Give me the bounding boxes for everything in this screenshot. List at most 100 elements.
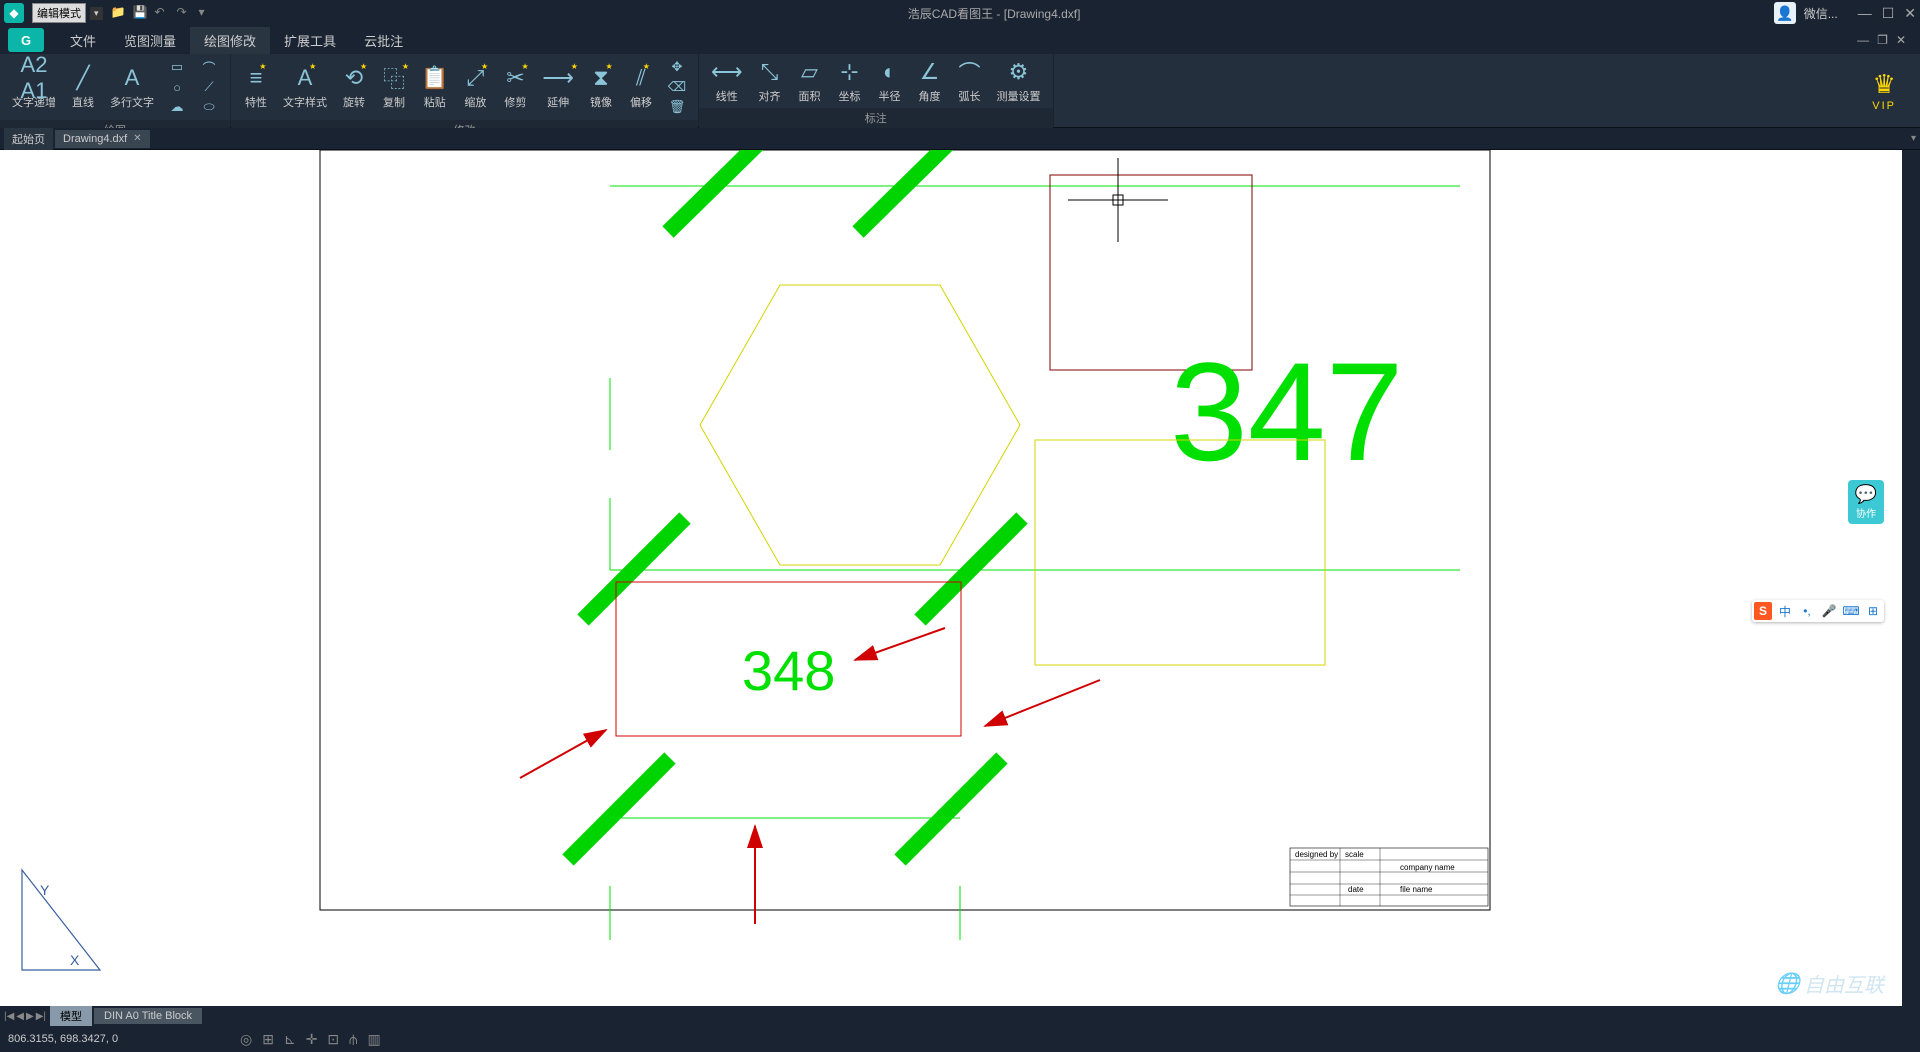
tab-overflow-icon[interactable]: ▾ [1911, 133, 1916, 144]
menu-file[interactable]: 文件 [56, 27, 110, 54]
ime-toolbar[interactable]: S 中 •, 🎤 ⌨ ⊞ [1752, 600, 1884, 622]
close-button[interactable]: ✕ [1904, 5, 1916, 22]
tab-drawing[interactable]: Drawing4.dxf✕ [55, 130, 150, 148]
arc-icon[interactable]: ⌒ [198, 58, 220, 76]
vip-badge[interactable]: ♛ VIP [1848, 54, 1920, 127]
big-number: 347 [1170, 333, 1404, 490]
dim-radius-icon: ◐ [883, 58, 896, 86]
qat-dropdown-icon[interactable]: ▾ [199, 5, 215, 21]
textstyle-button[interactable]: A★文字样式 [277, 56, 333, 118]
ime-sogou-icon[interactable]: S [1754, 602, 1772, 620]
mdi-close-icon[interactable]: ✕ [1896, 33, 1906, 47]
maximize-button[interactable]: ☐ [1882, 5, 1895, 22]
svg-text:date: date [1348, 885, 1364, 894]
collaboration-button[interactable]: 💬 协作 [1848, 480, 1884, 524]
trim-button[interactable]: ✂★修剪 [496, 56, 534, 118]
tab-close-icon[interactable]: ✕ [133, 133, 141, 144]
ribbon: A2A1文字递增 ╱直线 A多行文字 ▭ ○ ☁ ⌒ ⟋ ⬭ 绘图 ≡★特性 A… [0, 54, 1920, 128]
nav-prev-icon[interactable]: ◀ [16, 1011, 24, 1022]
status-lwt-icon[interactable]: ▥ [367, 1031, 380, 1048]
delete-icon[interactable]: 🗑 [666, 98, 688, 116]
status-track-icon[interactable]: ⫛ [349, 1031, 357, 1048]
polyline-icon[interactable]: ⟋ [198, 78, 220, 96]
vertical-scrollbar[interactable] [1902, 150, 1920, 1006]
measure-settings-button[interactable]: ⚙测量设置 [991, 56, 1047, 106]
status-ortho-icon[interactable]: ⊾ [284, 1031, 296, 1048]
text-increment-button[interactable]: A2A1文字递增 [6, 56, 62, 118]
drawing-viewport[interactable]: 347 348 designed by scale comp [0, 150, 1902, 1006]
erase-icon[interactable]: ⌫ [666, 78, 688, 96]
tab-model[interactable]: 模型 [50, 1006, 92, 1026]
arrow-left [520, 730, 606, 778]
scale-button[interactable]: ⤢★缩放 [456, 56, 494, 118]
qat-redo-icon[interactable]: ↷ [177, 5, 193, 21]
cloud-icon[interactable]: ☁ [166, 98, 188, 116]
rotate-icon: ⟲★ [345, 64, 363, 92]
dim-area-button[interactable]: ▱面积 [791, 56, 829, 106]
offset-button[interactable]: ⫽★偏移 [622, 56, 660, 118]
crown-icon: ♛ [1872, 69, 1895, 100]
svg-text:designed by: designed by [1295, 850, 1338, 859]
dim-coord-button[interactable]: ⊹坐标 [831, 56, 869, 106]
rectangle-icon[interactable]: ▭ [166, 58, 188, 76]
ribbon-group-draw: A2A1文字递增 ╱直线 A多行文字 ▭ ○ ☁ ⌒ ⟋ ⬭ 绘图 [0, 54, 231, 127]
vip-label: VIP [1872, 100, 1896, 112]
menu-edit[interactable]: 绘图修改 [190, 27, 270, 54]
ribbon-group-dim: ⟷线性 ⤡对齐 ▱面积 ⊹坐标 ◐半径 ∠角度 ⌒弧长 ⚙测量设置 标注 [699, 54, 1054, 127]
dim-linear-button[interactable]: ⟷线性 [705, 56, 749, 106]
mdi-minimize-icon[interactable]: — [1857, 33, 1869, 47]
mirror-button[interactable]: ⧗★镜像 [582, 56, 620, 118]
qat-open-icon[interactable]: 📁 [111, 5, 127, 21]
arrow-upper-right [855, 628, 945, 660]
mdi-restore-icon[interactable]: ❐ [1877, 33, 1888, 47]
paste-icon: 📋 [421, 64, 448, 92]
paste-button[interactable]: 📋粘贴 [415, 56, 454, 118]
tab-layout[interactable]: DIN A0 Title Block [94, 1008, 202, 1024]
dim-aligned-button[interactable]: ⤡对齐 [751, 56, 789, 106]
status-osnap-icon[interactable]: ⊡ [327, 1031, 339, 1048]
status-grid-icon[interactable]: ⊞ [262, 1031, 274, 1048]
arrow-right [985, 680, 1100, 726]
qat-undo-icon[interactable]: ↶ [155, 5, 171, 21]
status-polar-icon[interactable]: ✛ [306, 1031, 318, 1048]
properties-button[interactable]: ≡★特性 [237, 56, 275, 118]
dim-linear-icon: ⟷ [711, 58, 743, 86]
mtext-icon: A [125, 64, 140, 92]
qat-save-icon[interactable]: 💾 [133, 5, 149, 21]
ime-lang-icon[interactable]: 中 [1776, 602, 1794, 620]
menu-ext[interactable]: 扩展工具 [270, 27, 350, 54]
line-button[interactable]: ╱直线 [64, 56, 102, 118]
nav-last-icon[interactable]: ▶| [36, 1011, 46, 1022]
document-tabs: 起始页 Drawing4.dxf✕ ▾ [0, 128, 1920, 150]
nav-next-icon[interactable]: ▶ [26, 1011, 34, 1022]
dim-radius-button[interactable]: ◐半径 [871, 56, 909, 106]
rotate-button[interactable]: ⟲★旋转 [335, 56, 373, 118]
move-icon[interactable]: ✥ [666, 58, 688, 76]
ribbon-group-modify: ≡★特性 A★文字样式 ⟲★旋转 ⿻★复制 📋粘贴 ⤢★缩放 ✂★修剪 ⟶★延伸… [231, 54, 699, 127]
mode-dropdown-icon[interactable]: ▾ [90, 7, 103, 20]
minimize-button[interactable]: — [1858, 5, 1872, 22]
offset-icon: ⫽★ [636, 64, 646, 92]
mtext-button[interactable]: A多行文字 [104, 56, 160, 118]
ime-grid-icon[interactable]: ⊞ [1864, 602, 1882, 620]
extend-button[interactable]: ⟶★延伸 [536, 56, 580, 118]
dim-aligned-icon: ⤡ [761, 58, 779, 86]
mode-selector[interactable]: 编辑模式 [32, 3, 86, 23]
menu-view[interactable]: 览图测量 [110, 27, 190, 54]
dim-angle-button[interactable]: ∠角度 [911, 56, 949, 106]
nav-first-icon[interactable]: |◀ [4, 1011, 14, 1022]
ime-keyboard-icon[interactable]: ⌨ [1842, 602, 1860, 620]
ellipse-icon[interactable]: ⬭ [198, 98, 220, 116]
status-snap-icon[interactable]: ◎ [240, 1031, 252, 1048]
ime-voice-icon[interactable]: 🎤 [1820, 602, 1838, 620]
tab-start[interactable]: 起始页 [4, 128, 53, 150]
circle-icon[interactable]: ○ [166, 78, 188, 96]
menu-cloud[interactable]: 云批注 [350, 27, 417, 54]
wechat-label[interactable]: 微信... [1804, 5, 1838, 22]
user-avatar-icon[interactable]: 👤 [1774, 2, 1796, 24]
copy-button[interactable]: ⿻★复制 [375, 56, 413, 118]
app-logo[interactable]: G [8, 28, 44, 52]
dim-arc-button[interactable]: ⌒弧长 [951, 56, 989, 106]
chat-icon: 💬 [1855, 484, 1877, 505]
ime-punct-icon[interactable]: •, [1798, 602, 1816, 620]
